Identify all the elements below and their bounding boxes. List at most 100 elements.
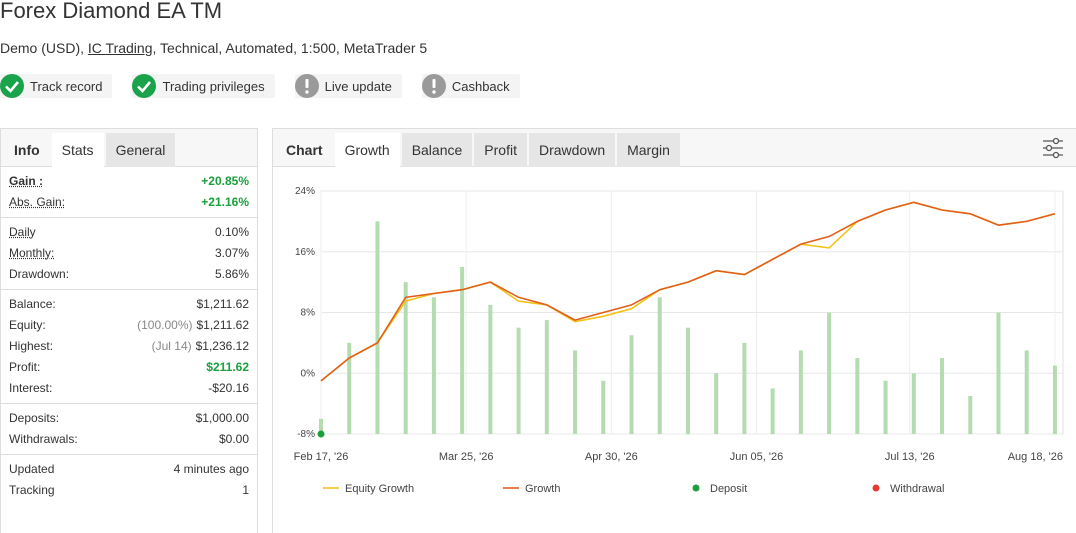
tab[interactable]: Profit	[474, 133, 527, 167]
activity-bar	[714, 373, 719, 434]
legend-label: Withdrawal	[890, 483, 944, 495]
stats-value-wrap: $1,211.62	[197, 294, 250, 315]
legend-label: Equity Growth	[345, 483, 414, 495]
tab[interactable]: General	[105, 133, 176, 167]
stats-row: Monthly: 3.07%	[1, 243, 257, 264]
badge: Live update	[294, 74, 402, 98]
icon-check	[5, 81, 19, 93]
activity-bar	[827, 312, 832, 434]
activity-bar	[968, 396, 973, 434]
legend-swatch	[872, 484, 880, 492]
icon-dot	[304, 90, 309, 94]
stats-panel: Info Stats General Gain : +20.85% Abs. Gain:…	[0, 128, 258, 533]
stats-row: Gain : +20.85%	[1, 171, 257, 192]
legend-label: Growth	[525, 483, 560, 495]
tab[interactable]: Drawdown	[528, 133, 616, 167]
x-tick-label: Apr 30, '26	[585, 451, 638, 463]
stats-value-wrap: 4 minutes ago	[174, 459, 249, 480]
stats-row: Interest: -$20.16	[1, 378, 257, 399]
activity-bar	[544, 320, 549, 434]
icon-dot	[432, 90, 436, 94]
activity-bar	[911, 373, 916, 434]
tab[interactable]: Margin	[617, 133, 680, 167]
stats-tabs: Info Stats General	[1, 129, 257, 167]
stats-value-wrap: -$20.16	[208, 378, 249, 399]
stats-row: Withdrawals: $0.00	[1, 429, 257, 450]
y-tick-label: -8%	[297, 429, 315, 440]
stats-label: Interest:	[9, 381, 53, 395]
stats-value: +20.85%	[201, 174, 249, 188]
activity-bar	[573, 350, 578, 434]
activity-bar	[488, 304, 493, 434]
stats-value-wrap: (Jul 14) $1,236.12	[152, 336, 249, 357]
icon-check	[137, 81, 152, 93]
activity-bar	[742, 342, 747, 434]
activity-bar	[855, 358, 860, 434]
stats-value-wrap: +21.16%	[201, 192, 249, 213]
stats-row: Tracking 1	[1, 480, 257, 501]
broker-link[interactable]: IC Trading	[87, 40, 153, 56]
stats-row: Drawdown: 5.86%	[1, 264, 257, 285]
stats-label: Gain :	[9, 174, 44, 188]
activity-bar	[375, 221, 380, 434]
tab[interactable]: Info	[14, 142, 40, 158]
stats-list: Gain : +20.85% Abs. Gain: +21.16% Daily 0.10%…	[1, 167, 257, 505]
stats-note: (100.00%)	[137, 318, 193, 332]
settings-icon[interactable]	[1042, 137, 1064, 159]
alert-icon	[421, 74, 446, 98]
badge-label: Trading privileges	[162, 78, 265, 94]
stats-value: 4 minutes ago	[173, 462, 249, 476]
stats-value: $1,236.12	[195, 339, 249, 353]
stats-label: Daily	[9, 225, 36, 239]
stats-label: Equity:	[9, 318, 46, 332]
stats-group: Balance: $1,211.62 Equity: (100.00%) $1,211.…	[1, 290, 257, 404]
stats-label: Deposits:	[9, 411, 60, 425]
activity-bar	[431, 297, 436, 434]
y-tick-label: 16%	[295, 247, 315, 258]
activity-bar	[347, 342, 352, 434]
activity-bar	[657, 297, 662, 434]
stats-value: 0.10%	[214, 225, 249, 239]
stats-row: Deposits: $1,000.00	[1, 408, 257, 429]
y-tick-label: 24%	[295, 186, 315, 197]
activity-bar	[996, 312, 1001, 434]
tab[interactable]: Growth	[334, 133, 400, 167]
alert-icon	[294, 74, 319, 98]
check-icon	[132, 74, 157, 98]
badge: Track record	[0, 74, 113, 98]
stats-row: Equity: (100.00%) $1,211.62	[1, 315, 257, 336]
check-icon	[0, 74, 24, 98]
tab[interactable]: Balance	[401, 133, 473, 167]
icon-bg	[132, 74, 157, 98]
stats-value: $211.62	[206, 360, 249, 374]
series-line	[320, 201, 1056, 382]
subtitle-text: Demo (USD),	[0, 40, 88, 56]
stats-row: Daily 0.10%	[1, 222, 257, 243]
x-tick-label: Mar 25, '26	[439, 451, 494, 463]
icon-bar	[305, 79, 309, 88]
badge: Cashback	[421, 74, 520, 98]
stats-label: Tracking	[9, 483, 55, 497]
badges: Track record Trading privileges Live updat…	[0, 74, 520, 98]
subtitle: Demo (USD), IC Trading, Technical, Autom…	[0, 40, 427, 56]
stats-value: +21.16%	[201, 195, 249, 209]
stats-value: 3.07%	[214, 246, 249, 260]
stats-label: Drawdown:	[9, 267, 70, 281]
icon-bar	[432, 79, 436, 88]
stats-row: Highest: (Jul 14) $1,236.12	[1, 336, 257, 357]
stats-group: Deposits: $1,000.00 Withdrawals: $0.00	[1, 404, 257, 455]
x-tick-label: Feb 17, '26	[294, 451, 349, 463]
activity-bar	[516, 327, 521, 434]
tab[interactable]: Stats	[51, 133, 104, 167]
growth-chart: -8% 0% 8% 16% 24% Feb 17, '26 Mar 25, '26 Apr 3…	[294, 186, 1064, 495]
stats-value: $1,000.00	[195, 411, 249, 425]
y-tick-label: 0%	[301, 368, 316, 379]
stats-value: -$20.16	[208, 381, 249, 395]
stats-group: Gain : +20.85% Abs. Gain: +21.16%	[1, 167, 257, 218]
activity-bar	[685, 327, 690, 434]
tab[interactable]: Chart	[286, 142, 323, 158]
stats-value: 5.86%	[214, 267, 249, 281]
stats-note: (Jul 14)	[151, 339, 192, 353]
activity-bar	[601, 380, 606, 434]
stats-value-wrap: 5.86%	[215, 264, 249, 285]
